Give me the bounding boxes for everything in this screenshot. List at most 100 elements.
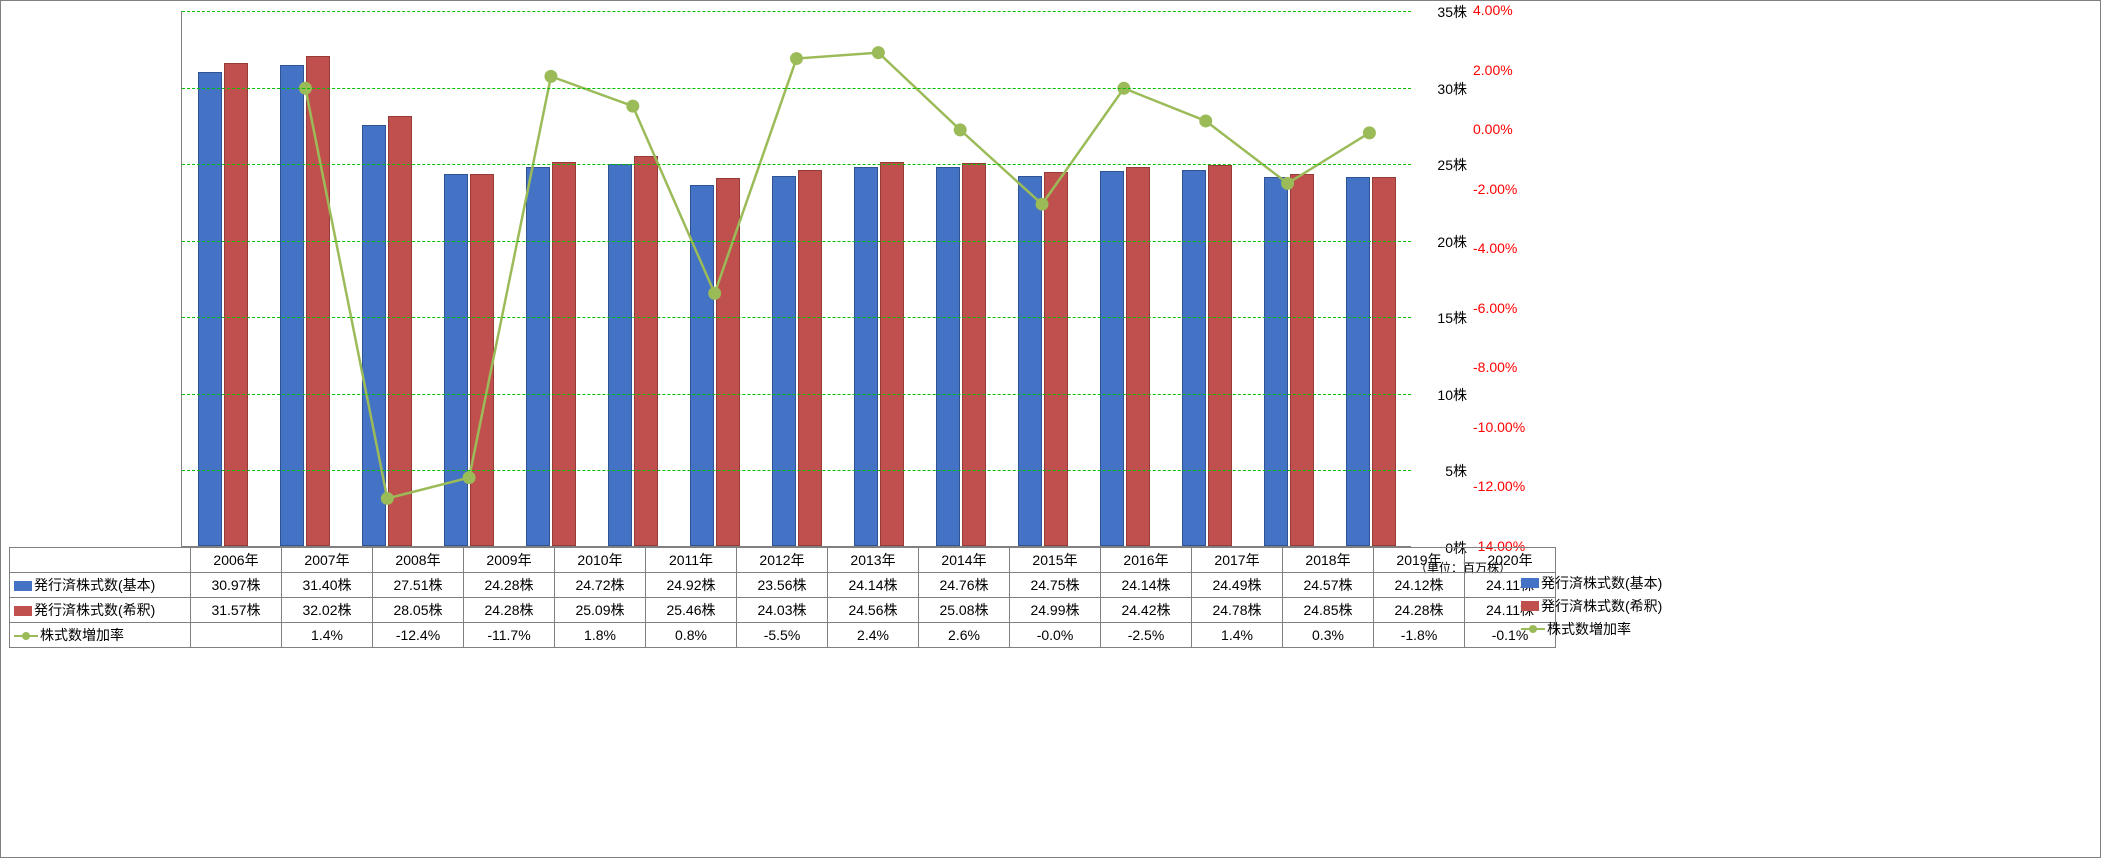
legend-swatch bbox=[14, 606, 32, 616]
table-cell: 24.14株 bbox=[1101, 573, 1192, 598]
y-right-tick-label: 2.00% bbox=[1473, 62, 1543, 78]
legend-label: 株式数増加率 bbox=[1547, 619, 1631, 639]
y-right-tick-label: -4.00% bbox=[1473, 240, 1543, 256]
table-cell: 27.51株 bbox=[373, 573, 464, 598]
table-cell: 31.40株 bbox=[282, 573, 373, 598]
table-cell: 30.97株 bbox=[191, 573, 282, 598]
table-cell: 32.02株 bbox=[282, 598, 373, 623]
growth-marker bbox=[1363, 127, 1375, 139]
y-left-tick-label: 15株 bbox=[1417, 308, 1467, 328]
growth-marker bbox=[791, 53, 803, 65]
table-cell: 2009年 bbox=[464, 548, 555, 573]
y-left-tick-label: 5株 bbox=[1417, 461, 1467, 481]
growth-marker bbox=[1036, 198, 1048, 210]
table-cell: 2018年 bbox=[1283, 548, 1374, 573]
growth-marker bbox=[709, 287, 721, 299]
legend-line-icon bbox=[14, 635, 38, 637]
table-cell: 2006年 bbox=[191, 548, 282, 573]
legend-label: 発行済株式数(基本) bbox=[1541, 573, 1662, 593]
table-cell: 2011年 bbox=[646, 548, 737, 573]
table-cell: 2.6% bbox=[919, 623, 1010, 648]
table-cell: 25.09株 bbox=[555, 598, 646, 623]
table-cell: 1.4% bbox=[282, 623, 373, 648]
legend-line-icon bbox=[1521, 628, 1545, 630]
growth-marker bbox=[1282, 177, 1294, 189]
legend-swatch bbox=[1521, 578, 1539, 588]
table-cell: 25.08株 bbox=[919, 598, 1010, 623]
table-cell bbox=[191, 623, 282, 648]
y-left-tick-label: 30株 bbox=[1417, 79, 1467, 99]
table-row-header: 株式数増加率 bbox=[10, 623, 191, 648]
table-cell: 24.75株 bbox=[1010, 573, 1101, 598]
data-table: 2006年2007年2008年2009年2010年2011年2012年2013年… bbox=[9, 547, 1556, 648]
table-cell: 24.99株 bbox=[1010, 598, 1101, 623]
legend-right: 発行済株式数(基本) 発行済株式数(希釈) 株式数増加率 bbox=[1521, 571, 1662, 640]
table-cell: 24.85株 bbox=[1283, 598, 1374, 623]
table-row-header: 発行済株式数(基本) bbox=[10, 573, 191, 598]
table-cell: 24.49株 bbox=[1192, 573, 1283, 598]
table-cell: 2010年 bbox=[555, 548, 646, 573]
table-cell: -0.0% bbox=[1010, 623, 1101, 648]
table-cell: -1.8% bbox=[1374, 623, 1465, 648]
table-cell: -2.5% bbox=[1101, 623, 1192, 648]
y-left-tick-label: 20株 bbox=[1417, 232, 1467, 252]
table-cell: 2007年 bbox=[282, 548, 373, 573]
legend-swatch bbox=[14, 581, 32, 591]
table-cell: 24.92株 bbox=[646, 573, 737, 598]
legend-item: 発行済株式数(基本) bbox=[1521, 571, 1662, 594]
y-right-tick-label: -6.00% bbox=[1473, 300, 1543, 316]
table-cell: 2015年 bbox=[1010, 548, 1101, 573]
y-left-tick-label: 25株 bbox=[1417, 155, 1467, 175]
plot-area bbox=[181, 11, 1411, 547]
table-cell: -12.4% bbox=[373, 623, 464, 648]
table-cell: 24.28株 bbox=[1374, 598, 1465, 623]
table-cell: 25.46株 bbox=[646, 598, 737, 623]
growth-marker bbox=[954, 124, 966, 136]
chart-container: 0株5株10株15株20株25株30株35株 -14.00%-12.00%-10… bbox=[0, 0, 2101, 858]
table-cell: 24.78株 bbox=[1192, 598, 1283, 623]
table-cell: 0.8% bbox=[646, 623, 737, 648]
table-cell: 2016年 bbox=[1101, 548, 1192, 573]
table-cell: 28.05株 bbox=[373, 598, 464, 623]
table-cell: 2.4% bbox=[828, 623, 919, 648]
table-cell: 24.57株 bbox=[1283, 573, 1374, 598]
legend-item: 発行済株式数(希釈) bbox=[1521, 594, 1662, 617]
y-right-tick-label: -2.00% bbox=[1473, 181, 1543, 197]
y-right-tick-label: -8.00% bbox=[1473, 359, 1543, 375]
table-cell: 2019年 bbox=[1374, 548, 1465, 573]
growth-marker bbox=[545, 70, 557, 82]
table-cell: 24.03株 bbox=[737, 598, 828, 623]
table-cell: 24.12株 bbox=[1374, 573, 1465, 598]
table-cell: 2014年 bbox=[919, 548, 1010, 573]
table-cell: 2008年 bbox=[373, 548, 464, 573]
table-cell: 2012年 bbox=[737, 548, 828, 573]
table-row-header: 発行済株式数(希釈) bbox=[10, 598, 191, 623]
table-cell: 1.8% bbox=[555, 623, 646, 648]
y-left-tick-label: 35株 bbox=[1417, 2, 1467, 22]
legend-item: 株式数増加率 bbox=[1521, 617, 1662, 640]
y-right-tick-label: -10.00% bbox=[1473, 419, 1543, 435]
table-cell: 1.4% bbox=[1192, 623, 1283, 648]
table-cell: 2020年 bbox=[1465, 548, 1556, 573]
growth-marker bbox=[872, 47, 884, 59]
table-cell: 24.42株 bbox=[1101, 598, 1192, 623]
table-cell: 24.56株 bbox=[828, 598, 919, 623]
table-cell: 2013年 bbox=[828, 548, 919, 573]
growth-marker bbox=[463, 472, 475, 484]
table-cell: 2017年 bbox=[1192, 548, 1283, 573]
table-cell: -11.7% bbox=[464, 623, 555, 648]
growth-marker bbox=[1200, 115, 1212, 127]
table-cell: 24.72株 bbox=[555, 573, 646, 598]
legend-label: 発行済株式数(希釈) bbox=[1541, 596, 1662, 616]
table-cell: 24.28株 bbox=[464, 573, 555, 598]
table-cell: -5.5% bbox=[737, 623, 828, 648]
y-left-tick-label: 10株 bbox=[1417, 385, 1467, 405]
table-cell: 0.3% bbox=[1283, 623, 1374, 648]
table-cell: 24.14株 bbox=[828, 573, 919, 598]
growth-marker bbox=[627, 100, 639, 112]
y-right-tick-label: 4.00% bbox=[1473, 2, 1543, 18]
table-row-header bbox=[10, 548, 191, 573]
line-layer bbox=[182, 11, 1411, 546]
table-cell: 24.76株 bbox=[919, 573, 1010, 598]
table-cell: 23.56株 bbox=[737, 573, 828, 598]
